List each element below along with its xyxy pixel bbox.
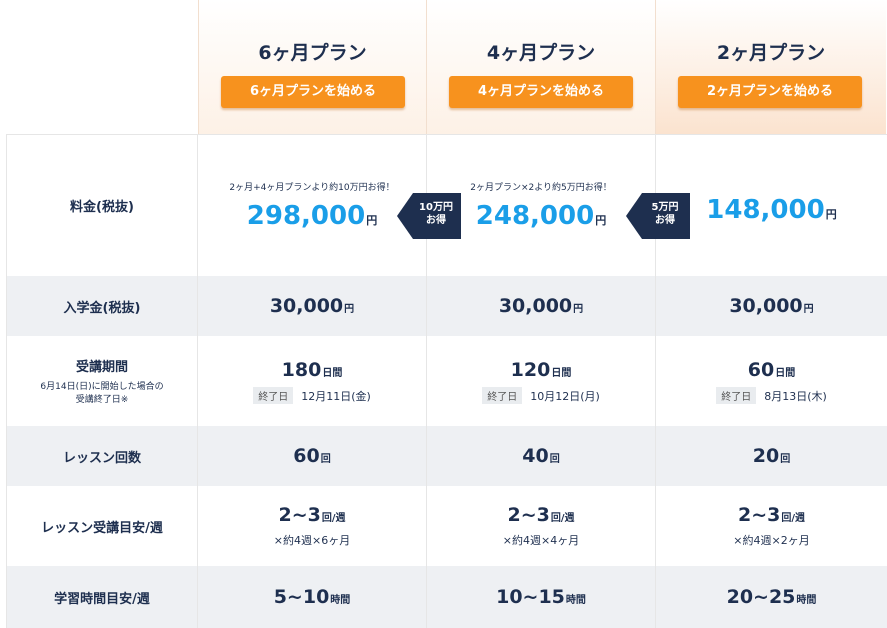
plan-title: 4ヶ月プラン [486,42,596,64]
price-value: 298,000円 [246,201,378,231]
period-row: 受講期間 6月14日(日)に開始した場合の 受講終了日※ 180日間 終了日 12月… [6,336,887,426]
fee-label: 料金(税抜) [6,135,198,276]
comparison-table: 料金(税抜) 2ヶ月+4ヶ月プランより約10万円お得！ 298,000円 10万… [6,134,887,628]
fee-note: 2ヶ月プラン×2より約5万円お得！ [470,183,612,193]
lessons-label: レッスン回数 [6,426,198,486]
fee-note: 2ヶ月+4ヶ月プランより約10万円お得！ [229,183,395,193]
per-week-cell: 2~3回/週 ×約4週×4ヶ月 [427,486,656,566]
start-2m-plan-button[interactable]: 2ヶ月プランを始める [678,76,862,108]
admission-cell: 30,000円 [198,276,427,336]
admission-cell: 30,000円 [729,295,814,317]
plan-header-6m: 6ヶ月プラン 6ヶ月プランを始める [198,0,427,134]
end-date-tag: 終了日 [716,386,757,404]
study-time-row: 学習時間目安/週 5~10時間 10~15時間 20~25時間 [6,566,887,628]
period-cell: 180日間 終了日 12月11日(金) [198,336,427,426]
end-date-tag: 終了日 [253,386,294,404]
plan-header-2m: 2ヶ月プラン 2ヶ月プランを始める [656,0,886,134]
per-week-cell: 2~3回/週 ×約4週×6ヶ月 [198,486,427,566]
admission-label: 入学金(税抜) [6,276,198,336]
lessons-row: レッスン回数 60回 40回 20回 [6,426,887,486]
period-cell: 60日間 終了日 8月13日(木) [656,336,887,426]
study-time-cell: 10~15時間 [427,566,656,628]
study-time-label: 学習時間目安/週 [6,566,198,628]
per-week-cell: 2~3回/週 ×約4週×2ヶ月 [733,504,810,547]
admission-cell: 30,000円 [427,276,656,336]
plan-header-4m: 4ヶ月プラン 4ヶ月プランを始める [427,0,656,134]
fee-cell-6m: 2ヶ月+4ヶ月プランより約10万円お得！ 298,000円 [198,135,427,276]
plan-header: 6ヶ月プラン 6ヶ月プランを始める 4ヶ月プラン 4ヶ月プランを始める 2ヶ月プ… [198,0,886,134]
arrow-left-icon [397,193,461,239]
period-cell: 120日間 終了日 10月12日(月) [427,336,656,426]
fee-cell-4m: 10万円 お得 2ヶ月プラン×2より約5万円お得！ 248,000円 [397,135,656,276]
price-value: 248,000円 [475,201,607,231]
start-6m-plan-button[interactable]: 6ヶ月プランを始める [221,76,405,108]
lessons-cell: 20回 [752,445,791,467]
fee-cell-2m: 5万円 お得 148,000円 [626,135,887,276]
end-date-tag: 終了日 [482,386,523,404]
period-label: 受講期間 6月14日(日)に開始した場合の 受講終了日※ [6,336,198,426]
study-time-cell: 5~10時間 [198,566,427,628]
lessons-per-week-label: レッスン受講目安/週 [6,486,198,566]
price-value: 148,000円 [706,194,837,225]
lessons-cell: 40回 [427,426,656,486]
admission-row: 入学金(税抜) 30,000円 30,000円 30,000円 [6,276,887,336]
lessons-cell: 60回 [198,426,427,486]
fee-row: 料金(税抜) 2ヶ月+4ヶ月プランより約10万円お得！ 298,000円 10万… [6,135,887,276]
arrow-left-icon [626,193,690,239]
study-time-cell: 20~25時間 [726,586,817,608]
savings-arrow-10man: 10万円 お得 [397,193,461,239]
start-4m-plan-button[interactable]: 4ヶ月プランを始める [449,76,633,108]
savings-arrow-5man: 5万円 お得 [626,193,690,239]
lessons-per-week-row: レッスン受講目安/週 2~3回/週 ×約4週×6ヶ月 2~3回/週 ×約4週×4… [6,486,887,566]
plan-title: 6ヶ月プラン [258,42,367,64]
plan-title: 2ヶ月プラン [716,42,826,64]
